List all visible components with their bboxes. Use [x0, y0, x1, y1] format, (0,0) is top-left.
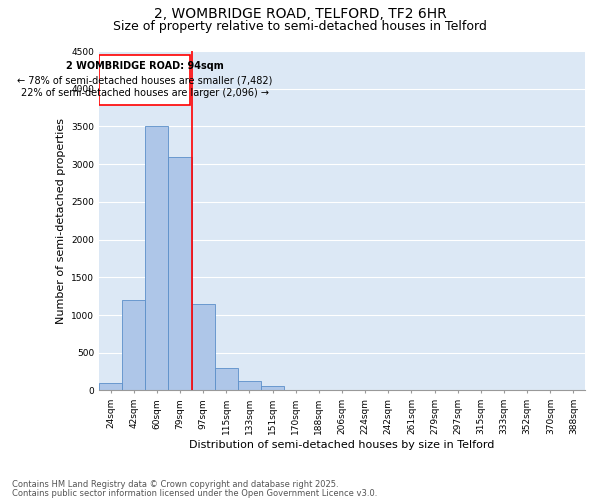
- Text: 2 WOMBRIDGE ROAD: 94sqm: 2 WOMBRIDGE ROAD: 94sqm: [66, 61, 224, 71]
- Text: 2, WOMBRIDGE ROAD, TELFORD, TF2 6HR: 2, WOMBRIDGE ROAD, TELFORD, TF2 6HR: [154, 8, 446, 22]
- Text: 22% of semi-detached houses are larger (2,096) →: 22% of semi-detached houses are larger (…: [20, 88, 269, 98]
- Bar: [145, 126, 169, 390]
- Bar: [238, 381, 261, 390]
- Text: Size of property relative to semi-detached houses in Telford: Size of property relative to semi-detach…: [113, 20, 487, 33]
- X-axis label: Distribution of semi-detached houses by size in Telford: Distribution of semi-detached houses by …: [189, 440, 494, 450]
- Bar: [215, 368, 238, 390]
- Text: Contains HM Land Registry data © Crown copyright and database right 2025.: Contains HM Land Registry data © Crown c…: [12, 480, 338, 489]
- Bar: [122, 300, 145, 390]
- Text: ← 78% of semi-detached houses are smaller (7,482): ← 78% of semi-detached houses are smalle…: [17, 75, 272, 85]
- Bar: [169, 156, 191, 390]
- Y-axis label: Number of semi-detached properties: Number of semi-detached properties: [56, 118, 65, 324]
- Text: Contains public sector information licensed under the Open Government Licence v3: Contains public sector information licen…: [12, 488, 377, 498]
- Bar: [99, 383, 122, 390]
- Bar: [99, 55, 190, 106]
- Bar: [261, 386, 284, 390]
- Bar: [191, 304, 215, 390]
